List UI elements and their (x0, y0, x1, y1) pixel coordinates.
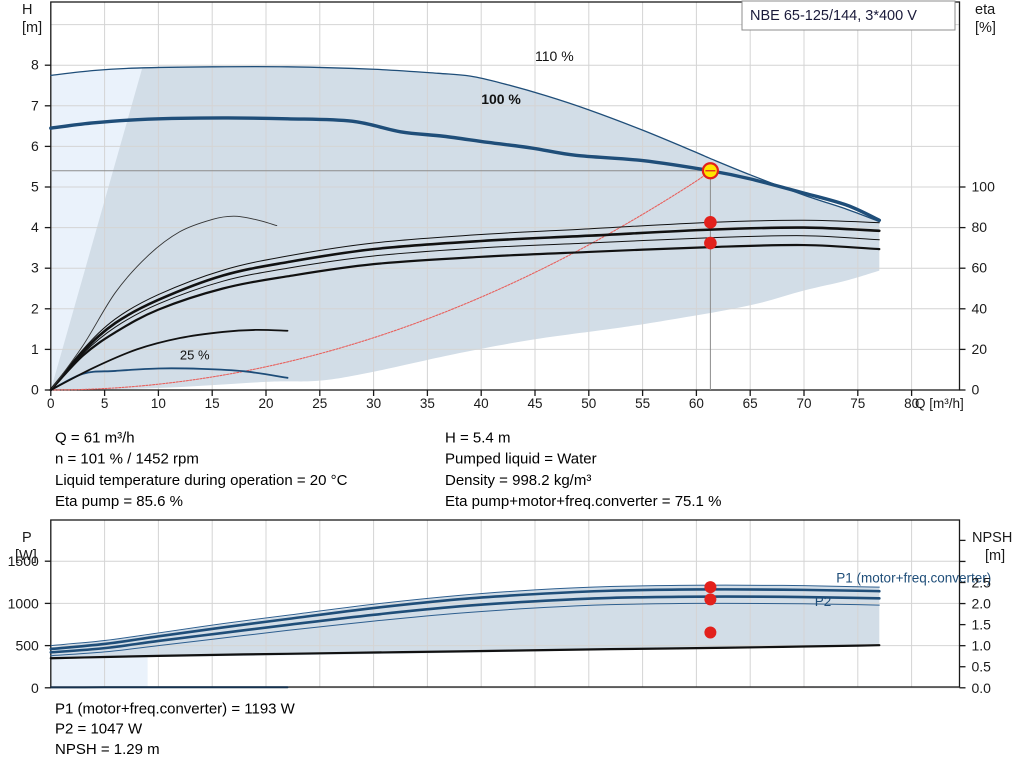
svg-text:75: 75 (850, 396, 865, 411)
svg-text:40: 40 (474, 396, 489, 411)
svg-text:0: 0 (972, 382, 980, 398)
svg-text:Eta pump = 85.6 %: Eta pump = 85.6 % (55, 493, 183, 510)
svg-text:1000: 1000 (8, 595, 39, 611)
svg-text:[W]: [W] (15, 548, 37, 564)
svg-text:NBE 65-125/144, 3*400 V: NBE 65-125/144, 3*400 V (750, 8, 917, 24)
svg-text:Q = 61 m³/h: Q = 61 m³/h (55, 430, 135, 447)
svg-text:5: 5 (101, 396, 109, 411)
svg-text:80: 80 (972, 219, 988, 235)
svg-text:35: 35 (420, 396, 435, 411)
svg-text:0.5: 0.5 (972, 659, 992, 675)
svg-text:NPSH = 1.29 m: NPSH = 1.29 m (55, 741, 160, 758)
svg-text:2: 2 (31, 300, 39, 316)
svg-text:H: H (22, 2, 32, 18)
svg-text:7: 7 (31, 97, 39, 113)
svg-text:6: 6 (31, 138, 39, 154)
svg-text:NPSH: NPSH (972, 530, 1012, 546)
svg-text:45: 45 (527, 396, 542, 411)
svg-text:100 %: 100 % (481, 91, 521, 107)
svg-text:2.0: 2.0 (972, 596, 992, 612)
svg-text:Density = 998.2 kg/m³: Density = 998.2 kg/m³ (445, 472, 591, 489)
svg-text:Q [m³/h]: Q [m³/h] (915, 396, 964, 411)
svg-text:n = 101 % / 1452 rpm: n = 101 % / 1452 rpm (55, 451, 199, 468)
svg-text:20: 20 (258, 396, 273, 411)
svg-text:20: 20 (972, 341, 988, 357)
svg-text:P1 (motor+freq.converter): P1 (motor+freq.converter) (836, 570, 991, 585)
svg-text:0: 0 (31, 382, 39, 398)
svg-text:0.0: 0.0 (972, 680, 992, 696)
svg-text:65: 65 (743, 396, 758, 411)
svg-text:[%]: [%] (975, 20, 996, 36)
svg-text:60: 60 (972, 260, 988, 276)
svg-text:P2 = 1047 W: P2 = 1047 W (55, 721, 143, 738)
svg-text:110 %: 110 % (535, 48, 574, 64)
svg-text:Liquid temperature during oper: Liquid temperature during operation = 20… (55, 472, 348, 489)
svg-text:1.0: 1.0 (972, 638, 992, 654)
svg-text:0: 0 (31, 680, 39, 696)
svg-text:40: 40 (972, 300, 988, 316)
svg-text:500: 500 (15, 638, 39, 654)
svg-text:3: 3 (31, 260, 39, 276)
svg-text:eta: eta (975, 2, 996, 18)
svg-text:8: 8 (31, 57, 39, 73)
svg-text:10: 10 (151, 396, 166, 411)
svg-text:70: 70 (796, 396, 811, 411)
svg-text:50: 50 (581, 396, 596, 411)
svg-text:25: 25 (312, 396, 327, 411)
svg-text:55: 55 (635, 396, 650, 411)
svg-text:25 %: 25 % (180, 348, 210, 363)
svg-text:5: 5 (31, 179, 39, 195)
svg-text:1: 1 (31, 341, 39, 357)
svg-text:15: 15 (205, 396, 220, 411)
svg-text:100: 100 (972, 179, 996, 195)
svg-text:2.5: 2.5 (972, 575, 992, 591)
svg-text:0: 0 (47, 396, 55, 411)
svg-text:P1 (motor+freq.converter) = 11: P1 (motor+freq.converter) = 1193 W (55, 700, 296, 717)
svg-text:P: P (22, 530, 32, 546)
svg-text:Eta pump+motor+freq.converter: Eta pump+motor+freq.converter = 75.1 % (445, 493, 721, 510)
svg-text:P2: P2 (815, 594, 832, 609)
svg-text:[m]: [m] (22, 20, 42, 36)
svg-text:H = 5.4 m: H = 5.4 m (445, 430, 510, 447)
svg-text:1.5: 1.5 (972, 617, 992, 633)
svg-text:Pumped liquid = Water: Pumped liquid = Water (445, 451, 597, 468)
svg-text:4: 4 (31, 219, 39, 235)
svg-text:[m]: [m] (985, 548, 1005, 564)
svg-text:60: 60 (689, 396, 704, 411)
svg-text:30: 30 (366, 396, 381, 411)
